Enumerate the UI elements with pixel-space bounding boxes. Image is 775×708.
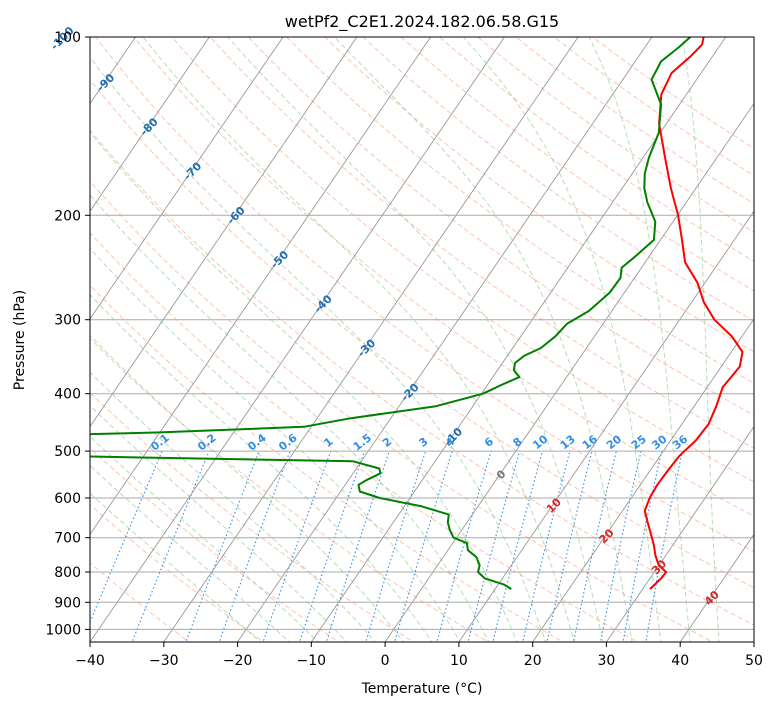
y-tick-label: 500 [54,444,81,460]
y-axis-label: Pressure (hPa) [12,290,28,390]
mixing-ratio-line [546,450,593,642]
dewpoint-line [90,37,691,590]
isotherm-line [163,37,579,642]
x-tick-label: 20 [524,653,542,669]
y-tick-label: 1000 [45,622,81,638]
moist-adiabat-line [90,194,490,642]
y-tick-label: 900 [54,595,81,611]
mixing-ratio-line [492,450,544,642]
y-tick-label: 800 [54,565,81,581]
dry-adiabat-line [362,37,754,322]
moist-adiabat-line [90,131,518,642]
x-tick-label: −20 [223,653,253,669]
dry-adiabat-line [90,232,639,642]
isotherm-line [90,37,432,536]
x-tick-label: 30 [597,653,615,669]
mixing-ratio-line [218,450,291,642]
y-tick-label: 400 [54,387,81,403]
mixing-ratio-line [365,450,427,642]
dry-adiabat-line [400,37,754,292]
plot-frame [89,36,755,643]
isotherm-line [90,37,506,642]
y-tick-label: 600 [54,491,81,507]
mixing-ratio-line [572,450,617,642]
x-tick-label: 50 [745,653,763,669]
dry-adiabat-line [94,37,754,553]
mixing-ratio-line [600,450,642,642]
dry-adiabat-line [209,37,754,449]
x-tick-label: 0 [381,653,390,669]
moist-adiabat-line [90,435,319,642]
dry-adiabat-line [171,37,754,483]
x-tick-label: 40 [671,653,689,669]
isotherm-line [310,37,727,642]
x-tick-label: 10 [450,653,468,669]
mixing-ratio-line [394,450,453,642]
moist-adiabat-line [90,464,291,642]
chart-title: wetPf2_C2E1.2024.182.06.58.G15 [285,12,559,32]
x-tick-label: −10 [297,653,327,669]
isotherm-line [679,533,754,642]
x-tick-label: −30 [149,653,179,669]
axis-ticks: −40 −30 −20 −10 0 10 20 30 40 50 100 200 300 400 500 60… [45,30,763,669]
isotherm-line [458,210,754,642]
isotherm-line [236,37,653,642]
y-tick-label: 300 [54,313,81,329]
pressure-gridlines [90,37,754,630]
mixing-ratio-line [436,450,492,642]
mixing-ratio-line [522,450,571,642]
isotherm-line [532,318,754,642]
y-tick-label: 200 [54,208,81,224]
mixing-ratio-line [262,450,332,642]
x-axis-label: Temperature (°C) [361,681,483,697]
profile-series [90,37,744,590]
isotherm-line [90,37,284,320]
mixing-ratio-line [325,450,390,642]
x-tick-label: −40 [75,653,105,669]
mixing-ratio-line [90,450,163,624]
y-tick-label: 100 [54,30,81,46]
mixing-ratio-line [185,450,260,642]
mixing-ratio-line [299,450,366,642]
temperature-line [643,37,744,590]
isotherm-line [605,425,754,642]
isotherm-line [384,102,754,642]
y-tick-label: 700 [54,531,81,547]
isotherm-line [90,37,358,428]
dry-adiabat-line [90,78,754,589]
isotherm-line [90,37,210,213]
